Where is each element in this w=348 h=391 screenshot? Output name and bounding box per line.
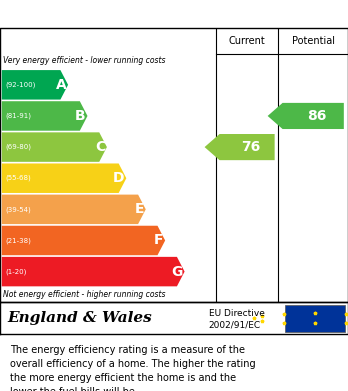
Text: England & Wales: England & Wales (7, 311, 152, 325)
Polygon shape (2, 257, 184, 286)
Text: F: F (154, 233, 164, 248)
Text: 86: 86 (307, 109, 326, 123)
Text: B: B (75, 109, 86, 123)
Polygon shape (2, 70, 68, 100)
Polygon shape (205, 134, 275, 160)
Text: EU Directive: EU Directive (209, 309, 265, 318)
Text: (1-20): (1-20) (5, 268, 26, 275)
Text: (81-91): (81-91) (5, 113, 31, 119)
Text: Potential: Potential (292, 36, 335, 46)
Polygon shape (2, 132, 107, 162)
Text: 76: 76 (241, 140, 260, 154)
Polygon shape (268, 103, 344, 129)
Text: C: C (95, 140, 105, 154)
Text: (39-54): (39-54) (5, 206, 31, 213)
Text: Current: Current (229, 36, 266, 46)
Text: G: G (172, 265, 183, 279)
Text: (92-100): (92-100) (5, 82, 35, 88)
Text: A: A (56, 78, 66, 92)
Polygon shape (2, 163, 126, 193)
Bar (285, 305, 345, 332)
Text: Energy Efficiency Rating: Energy Efficiency Rating (10, 7, 220, 22)
Text: 2002/91/EC: 2002/91/EC (209, 320, 261, 329)
Text: D: D (113, 171, 125, 185)
Polygon shape (2, 226, 165, 255)
Text: Not energy efficient - higher running costs: Not energy efficient - higher running co… (3, 290, 166, 299)
Text: Very energy efficient - lower running costs: Very energy efficient - lower running co… (3, 56, 166, 65)
Text: (55-68): (55-68) (5, 175, 31, 181)
Text: (21-38): (21-38) (5, 237, 31, 244)
Polygon shape (2, 195, 146, 224)
Polygon shape (2, 101, 87, 131)
Text: (69-80): (69-80) (5, 144, 31, 150)
Text: E: E (135, 203, 144, 216)
Text: The energy efficiency rating is a measure of the
overall efficiency of a home. T: The energy efficiency rating is a measur… (10, 344, 256, 391)
